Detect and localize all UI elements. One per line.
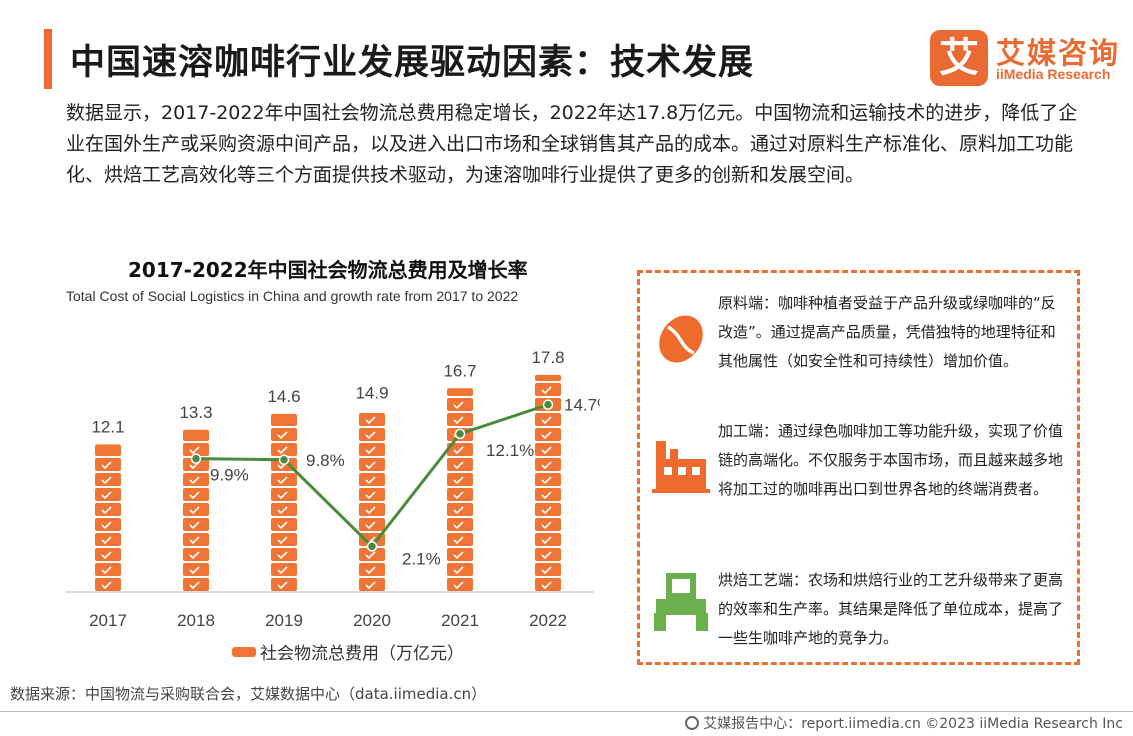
growth-rate-label: 12.1% (486, 441, 534, 460)
bar-2022 (535, 374, 561, 591)
driver-info-box: 原料端：咖啡种植者受益于产品升级或绿咖啡的“反改造”。通过提高产品质量，凭借独特… (637, 270, 1080, 665)
x-tick-label: 2021 (441, 611, 479, 630)
growth-rate-point (542, 399, 554, 410)
growth-rate-point (454, 428, 466, 440)
info-processing: 加工端：通过绿色咖啡加工等功能升级，实现了价值链的高端化。不仅服务于本国市场，而… (718, 422, 1064, 498)
bar-2020 (359, 413, 385, 591)
chart-legend: 社会物流总费用（万亿元） (232, 639, 464, 664)
footer-text: 艾媒报告中心：report.iimedia.cn ©2023 iiMedia R… (703, 716, 1123, 732)
tractor-icon (654, 573, 708, 631)
bar-value-label: 14.6 (267, 387, 300, 406)
title-accent-bar (44, 29, 52, 89)
info-roasting: 烘焙工艺端：农场和烘焙行业的工艺升级带来了更高的效率和生产率。其结果是降低了单位… (718, 571, 1064, 647)
intro-paragraph: 数据显示，2017-2022年中国社会物流总费用稳定增长，2022年达17.8万… (66, 102, 1078, 186)
bar-2017 (95, 444, 121, 591)
logo-mark: 艾 (930, 30, 988, 86)
growth-rate-point (366, 541, 378, 552)
bar-2018 (183, 429, 209, 591)
logo-text-cn: 艾媒咨询 (996, 36, 1121, 70)
x-tick-label: 2018 (177, 611, 215, 630)
coffee-bean-icon (659, 315, 703, 363)
growth-rate-label: 2.1% (402, 549, 441, 568)
info-raw-material: 原料端：咖啡种植者受益于产品升级或绿咖啡的“反改造”。通过提高产品质量，凭借独特… (718, 294, 1056, 370)
bar-value-label: 14.9 (355, 383, 388, 402)
x-tick-label: 2017 (89, 611, 127, 630)
footer: 艾媒报告中心：report.iimedia.cn ©2023 iiMedia R… (685, 713, 1123, 733)
growth-rate-label: 9.9% (210, 466, 249, 485)
growth-rate-label: 14.7% (564, 396, 600, 415)
bar-value-label: 16.7 (443, 361, 476, 380)
bar-2019 (271, 413, 297, 591)
footer-divider (0, 711, 1133, 712)
growth-rate-point (190, 453, 202, 464)
logo-text-en: iiMedia Research (996, 66, 1111, 82)
legend-label: 社会物流总费用（万亿元） (260, 644, 464, 664)
growth-rate-label: 9.8% (306, 451, 345, 470)
page-title: 中国速溶咖啡行业发展驱动因素：技术发展 (70, 43, 755, 83)
chart-subtitle: Total Cost of Social Logistics in China … (66, 288, 519, 304)
bar-value-label: 13.3 (179, 403, 212, 422)
brand-logo: 艾 艾媒咨询 iiMedia Research (930, 30, 1120, 88)
globe-icon (685, 716, 700, 730)
data-source: 数据来源：中国物流与采购联合会，艾媒数据中心（data.iimedia.cn） (10, 685, 487, 703)
bar-2021 (447, 388, 473, 591)
chart-title: 2017-2022年中国社会物流总费用及增长率 (128, 258, 528, 282)
x-tick-label: 2022 (529, 611, 567, 630)
growth-rate-point (278, 454, 290, 465)
factory-icon (652, 441, 710, 493)
legend-swatch (232, 646, 256, 657)
logistics-cost-chart: 12.1 2017 13.3 2018 14.6 2019 14.9 2020 16.7 2021… (66, 348, 600, 630)
bar-value-label: 17.8 (531, 348, 564, 367)
x-tick-label: 2019 (265, 611, 303, 630)
bar-value-label: 12.1 (91, 417, 124, 436)
x-tick-label: 2020 (353, 611, 391, 630)
